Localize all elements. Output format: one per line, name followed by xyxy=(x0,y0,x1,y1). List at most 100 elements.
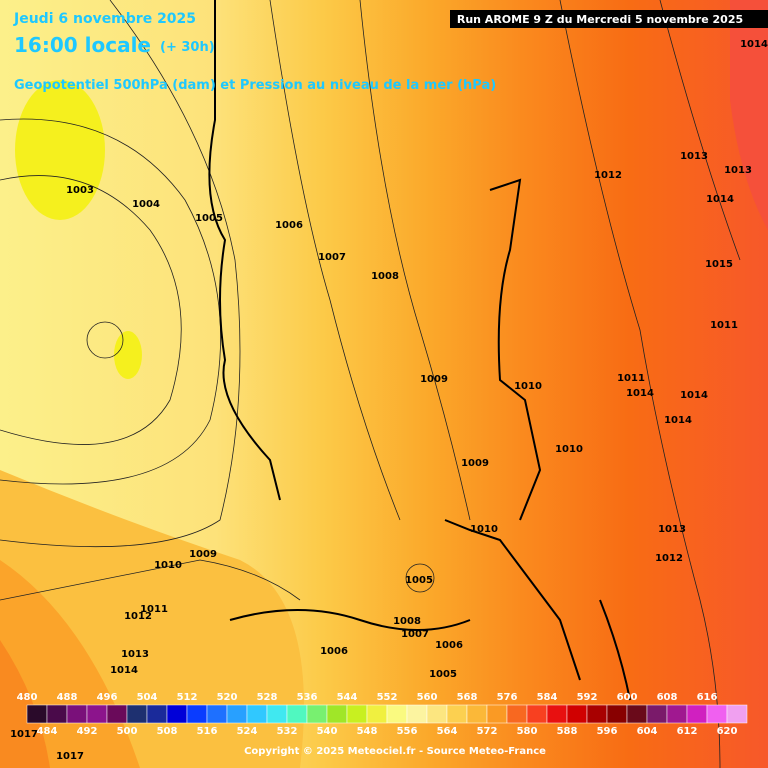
isobar-label: 1006 xyxy=(275,220,303,231)
field-band xyxy=(730,0,768,230)
colorbar-swatch xyxy=(326,704,348,724)
field-band xyxy=(0,640,50,768)
borders xyxy=(208,0,631,701)
colorbar-swatch xyxy=(106,704,128,724)
colorbar-swatch xyxy=(266,704,288,724)
isobar-label: 1010 xyxy=(514,381,542,392)
isobar-label: 1006 xyxy=(320,646,348,657)
colorbar-swatch xyxy=(686,704,708,724)
field-description: Geopotentiel 500hPa (dam) et Pression au… xyxy=(14,78,496,93)
colorbar-swatch xyxy=(426,704,448,724)
isobar-label: 1011 xyxy=(140,604,168,615)
colorbar-label: 588 xyxy=(557,726,578,737)
colorbar-label: 536 xyxy=(297,692,318,703)
colorbar-label: 532 xyxy=(277,726,298,737)
colorbar-label: 504 xyxy=(137,692,158,703)
colorbar-label: 488 xyxy=(57,692,78,703)
isobar-label: 1005 xyxy=(405,575,433,586)
colorbar-label: 500 xyxy=(117,726,138,737)
colorbar-label: 480 xyxy=(17,692,38,703)
isobar-label: 1014 xyxy=(706,194,734,205)
colorbar-label: 544 xyxy=(337,692,358,703)
colorbar-swatch xyxy=(46,704,68,724)
isobar-label: 1013 xyxy=(680,151,708,162)
isobar-label: 1014 xyxy=(740,39,768,50)
isobar-label: 1003 xyxy=(66,185,94,196)
colorbar-swatch xyxy=(186,704,208,724)
isobar-label: 1017 xyxy=(10,729,38,740)
colorbar-label: 496 xyxy=(97,692,118,703)
isobar-label: 1005 xyxy=(429,669,457,680)
copyright: Copyright © 2025 Meteociel.fr - Source M… xyxy=(244,746,546,757)
colorbar-swatch xyxy=(506,704,528,724)
isobar-label: 1006 xyxy=(435,640,463,651)
colorbar: 480 488 496 504 512 520 528 536 544 552 560 568 576 5… xyxy=(17,692,748,737)
run-banner xyxy=(450,10,768,28)
isobar-label: 1007 xyxy=(318,252,346,263)
colorbar-label: 508 xyxy=(157,726,178,737)
isobar-label: 1011 xyxy=(710,320,738,331)
colorbar-label: 560 xyxy=(417,692,438,703)
colorbar-swatch xyxy=(646,704,668,724)
colorbar-label: 524 xyxy=(237,726,258,737)
isobar-label: 1013 xyxy=(121,649,149,660)
colorbar-swatch xyxy=(526,704,548,724)
colorbar-label: 484 xyxy=(37,726,58,737)
isobar-label: 1010 xyxy=(470,524,498,535)
colorbar-swatch xyxy=(66,704,88,724)
colorbar-label: 604 xyxy=(637,726,658,737)
colorbar-label: 600 xyxy=(617,692,638,703)
forecast-date: Jeudi 6 novembre 2025 xyxy=(13,11,196,27)
colorbar-swatch xyxy=(146,704,168,724)
colorbar-label: 620 xyxy=(717,726,738,737)
isobar-label: 1017 xyxy=(56,751,84,762)
isobar-label: 1008 xyxy=(371,271,399,282)
colorbar-swatch xyxy=(586,704,608,724)
isobar-label: 1010 xyxy=(555,444,583,455)
colorbar-swatch xyxy=(346,704,368,724)
colorbar-label: 596 xyxy=(597,726,618,737)
forecast-time: 16:00 locale xyxy=(14,33,151,57)
colorbar-label: 516 xyxy=(197,726,218,737)
colorbar-swatch xyxy=(226,704,248,724)
isobar-label: 1013 xyxy=(658,524,686,535)
isobar-label: 1012 xyxy=(124,611,152,622)
colorbar-swatch xyxy=(366,704,388,724)
isobar-label: 1012 xyxy=(655,553,683,564)
isobar-label: 1007 xyxy=(401,629,429,640)
isobar-label: 1014 xyxy=(110,665,138,676)
isobar-label: 1012 xyxy=(594,170,622,181)
colorbar-swatch xyxy=(566,704,588,724)
colorbar-label: 564 xyxy=(437,726,458,737)
isobar-label: 1009 xyxy=(420,374,448,385)
colorbar-swatch xyxy=(466,704,488,724)
isobar-label: 1013 xyxy=(724,165,752,176)
colorbar-swatch xyxy=(486,704,508,724)
colorbar-swatch xyxy=(606,704,628,724)
colorbar-swatch xyxy=(246,704,268,724)
colorbar-label: 584 xyxy=(537,692,558,703)
forecast-lead: (+ 30h) xyxy=(160,40,215,55)
colorbar-swatch xyxy=(726,704,748,724)
isobar-label: 1009 xyxy=(461,458,489,469)
colorbar-swatch xyxy=(286,704,308,724)
isobar-label: 1011 xyxy=(617,373,645,384)
colorbar-swatch xyxy=(126,704,148,724)
colorbar-label: 616 xyxy=(697,692,718,703)
colorbar-swatch xyxy=(706,704,728,724)
isobar-label: 1010 xyxy=(154,560,182,571)
colorbar-label: 552 xyxy=(377,692,398,703)
colorbar-swatch xyxy=(166,704,188,724)
isobar-label: 1008 xyxy=(393,616,421,627)
colorbar-label: 520 xyxy=(217,692,238,703)
colorbar-label: 612 xyxy=(677,726,698,737)
colorbar-label: 492 xyxy=(77,726,98,737)
isobar-label: 1009 xyxy=(189,549,217,560)
isobar-label: 1004 xyxy=(132,199,160,210)
isobar-label: 1014 xyxy=(664,415,692,426)
colorbar-swatch xyxy=(666,704,688,724)
colorbar-label: 580 xyxy=(517,726,538,737)
isobar-labels: 1003 1004 1005 1006 1007 1008 1009 1009 1010 1010… xyxy=(10,39,768,762)
